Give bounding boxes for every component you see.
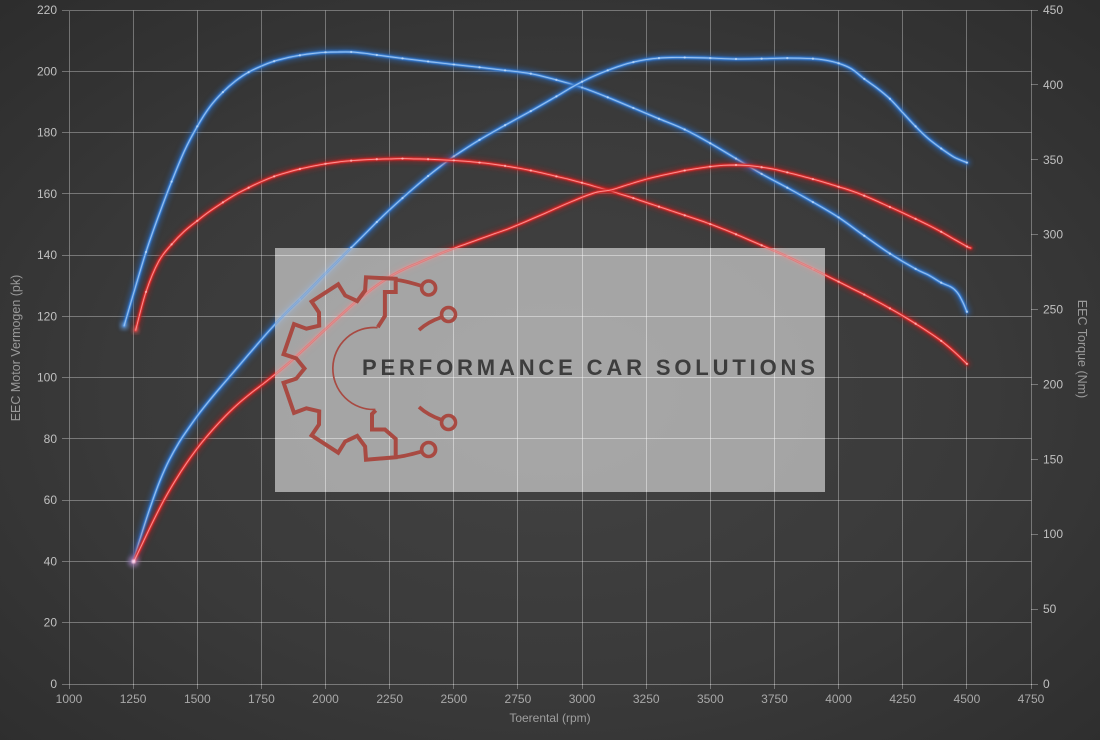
svg-text:Toerental (rpm): Toerental (rpm) — [509, 711, 590, 725]
svg-text:20: 20 — [44, 616, 58, 630]
svg-text:60: 60 — [44, 493, 58, 507]
svg-text:3000: 3000 — [569, 692, 596, 706]
svg-text:4500: 4500 — [954, 692, 981, 706]
svg-text:3500: 3500 — [697, 692, 724, 706]
svg-text:1500: 1500 — [184, 692, 211, 706]
svg-text:0: 0 — [50, 677, 57, 691]
svg-text:3750: 3750 — [761, 692, 788, 706]
svg-text:4000: 4000 — [825, 692, 852, 706]
svg-text:4750: 4750 — [1018, 692, 1045, 706]
svg-text:4250: 4250 — [889, 692, 916, 706]
svg-text:PERFORMANCE CAR SOLUTIONS: PERFORMANCE CAR SOLUTIONS — [362, 355, 819, 380]
svg-text:300: 300 — [1043, 228, 1063, 242]
svg-text:0: 0 — [1043, 677, 1050, 691]
svg-text:50: 50 — [1043, 602, 1057, 616]
svg-text:EEC Torque (Nm): EEC Torque (Nm) — [1075, 300, 1089, 398]
svg-text:120: 120 — [37, 309, 57, 323]
svg-text:180: 180 — [37, 126, 57, 140]
svg-text:2500: 2500 — [440, 692, 467, 706]
svg-text:2750: 2750 — [505, 692, 532, 706]
svg-text:EEC Motor Vermogen (pk): EEC Motor Vermogen (pk) — [9, 275, 23, 422]
svg-text:100: 100 — [1043, 527, 1063, 541]
svg-text:1750: 1750 — [248, 692, 275, 706]
svg-text:80: 80 — [44, 432, 58, 446]
svg-text:40: 40 — [44, 555, 58, 569]
svg-text:2000: 2000 — [312, 692, 339, 706]
svg-text:3250: 3250 — [633, 692, 660, 706]
svg-text:350: 350 — [1043, 153, 1063, 167]
svg-text:450: 450 — [1043, 3, 1063, 17]
svg-text:160: 160 — [37, 187, 57, 201]
svg-text:1250: 1250 — [120, 692, 147, 706]
svg-text:140: 140 — [37, 248, 57, 262]
svg-text:400: 400 — [1043, 78, 1063, 92]
svg-text:200: 200 — [1043, 377, 1063, 391]
svg-text:100: 100 — [37, 371, 57, 385]
svg-text:200: 200 — [37, 64, 57, 78]
svg-text:2250: 2250 — [376, 692, 403, 706]
svg-text:150: 150 — [1043, 452, 1063, 466]
svg-text:220: 220 — [37, 3, 57, 17]
svg-text:250: 250 — [1043, 303, 1063, 317]
svg-text:1000: 1000 — [56, 692, 83, 706]
